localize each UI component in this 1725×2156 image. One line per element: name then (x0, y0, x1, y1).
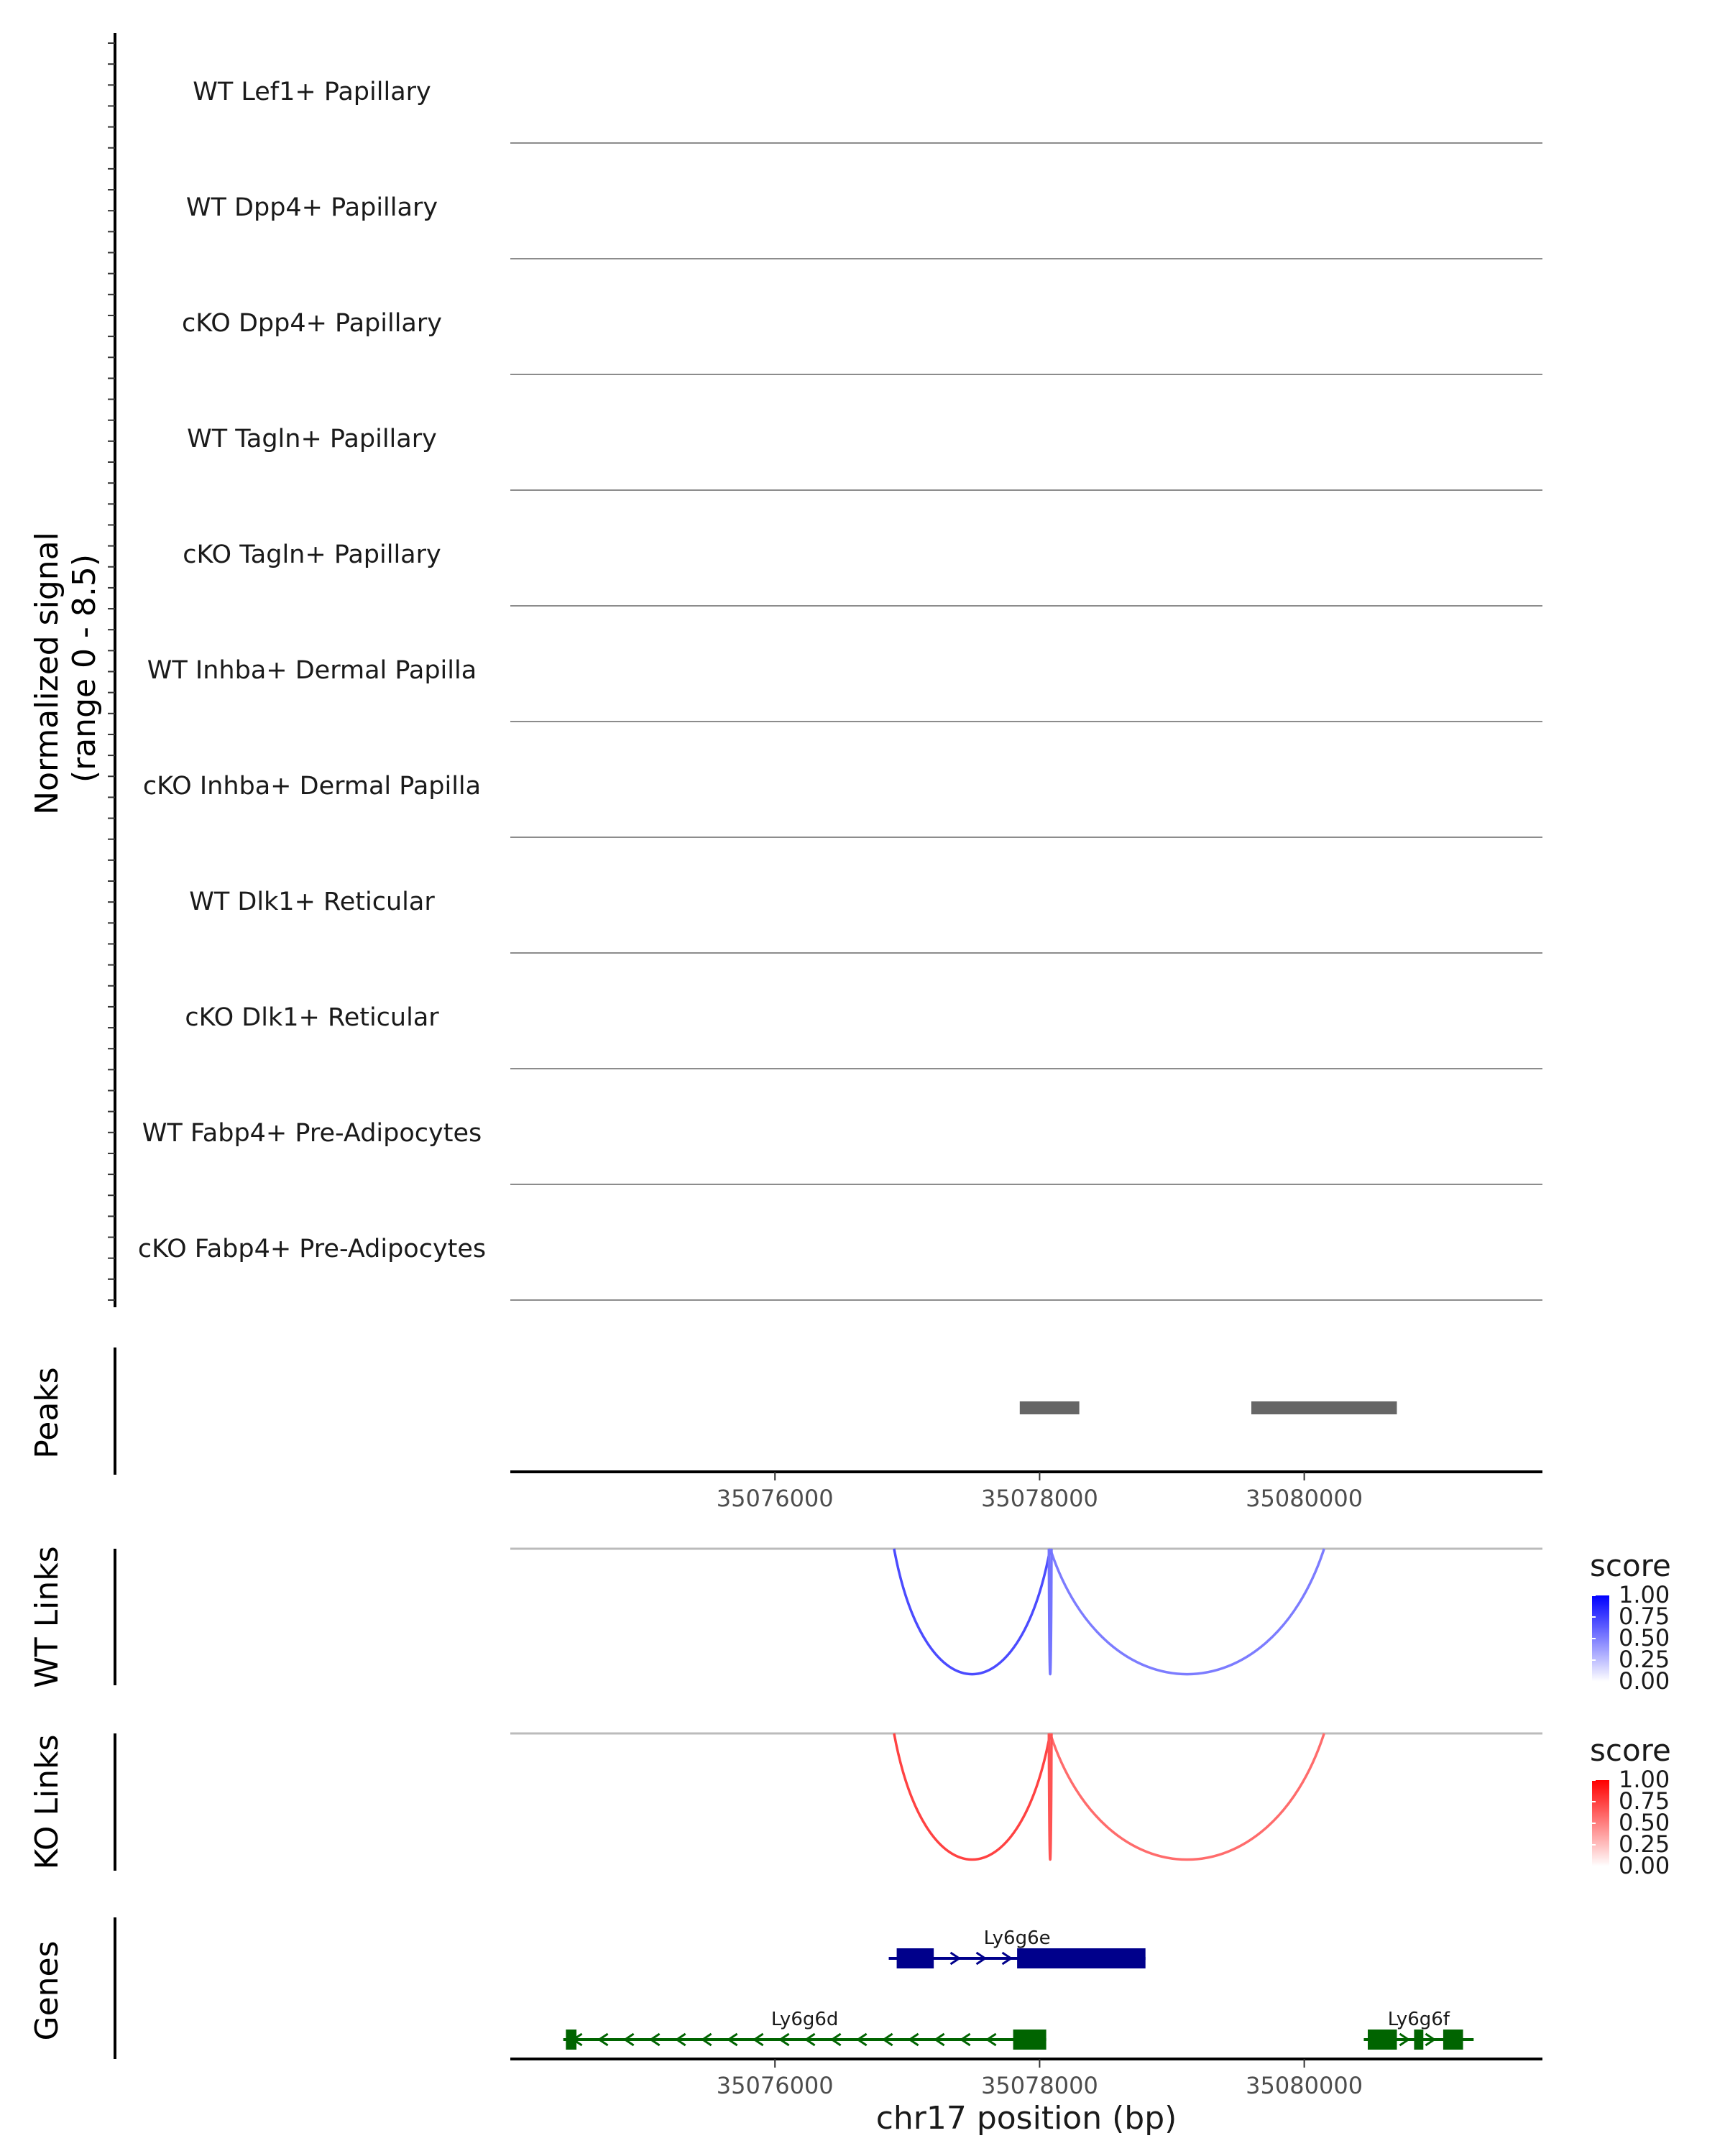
track-wt-tagln-papillary: WT Tagln+ Papillary (187, 425, 1542, 491)
legend-tick-label: 0.00 (1619, 1667, 1670, 1695)
legend-tick-label: 0.25 (1619, 1646, 1670, 1673)
track-label: cKO Inhba+ Dermal Papilla (143, 772, 481, 801)
gene-ly6g6e: Ly6g6e (888, 1927, 1146, 1968)
genes-label: Genes (29, 1940, 65, 2040)
gene-exon (1013, 2030, 1046, 2050)
strand-arrow (700, 2032, 712, 2047)
track-label: WT Tagln+ Papillary (187, 425, 437, 453)
track-cko-tagln-papillary: cKO Tagln+ Papillary (183, 540, 1542, 607)
link-arc (1047, 1733, 1053, 1861)
legend-tick-label: 0.75 (1619, 1603, 1670, 1630)
genes-track: Ly6g6e Ly6g6d Ly6g6f (563, 1927, 1474, 2050)
track-wt-dlk1-reticular: WT Dlk1+ Reticular (189, 888, 1542, 954)
strand-arrow (959, 2032, 971, 2047)
legend-tick-label: 0.25 (1619, 1830, 1670, 1858)
track-cko-dpp4-papillary: cKO Dpp4+ Papillary (182, 309, 1542, 375)
coverage-y-axis (108, 33, 116, 1307)
bottom-axis-tick-label: 35078000 (981, 2072, 1098, 2099)
track-label: WT Dlk1+ Reticular (189, 888, 435, 916)
track-label: WT Inhba+ Dermal Papilla (147, 656, 477, 685)
legend-tick-label: 0.75 (1619, 1787, 1670, 1815)
link-arc (1047, 1548, 1053, 1676)
gene-exon (1414, 2030, 1424, 2050)
gene-exon (896, 1948, 934, 1968)
strand-arrow (1425, 2032, 1437, 2047)
track-cko-dlk1-reticular: cKO Dlk1+ Reticular (185, 1003, 1542, 1069)
peak-bar (1019, 1401, 1080, 1414)
bottom-axis-tick-label: 35076000 (717, 2072, 834, 2099)
gene-exon (1017, 1948, 1146, 1968)
strand-arrow (829, 2032, 842, 2047)
track-label: WT Fabp4+ Pre-Adipocytes (142, 1119, 482, 1148)
legend-title: score (1590, 1733, 1671, 1768)
gene-exon (1367, 2030, 1397, 2050)
track-wt-inhba-dermal-papilla: WT Inhba+ Dermal Papilla (147, 656, 1542, 722)
track-wt-fabp4-pre-adipocytes: WT Fabp4+ Pre-Adipocytes (142, 1119, 1542, 1185)
strand-arrow (1399, 2032, 1411, 2047)
track-label: cKO Tagln+ Papillary (183, 540, 441, 569)
middle-x-axis: 35076000 35078000 35080000 (510, 1470, 1542, 1512)
strand-arrow (622, 2032, 635, 2047)
strand-arrow (648, 2032, 661, 2047)
strand-arrow (726, 2032, 738, 2047)
bottom-axis-tick-label: 35080000 (1246, 2072, 1363, 2099)
link-arc (1049, 1733, 1325, 1861)
legend-tick-label: 0.50 (1619, 1624, 1670, 1651)
bottom-x-axis: 35076000 35078000 35080000 (510, 2058, 1542, 2099)
middle-axis-tick-label: 35080000 (1246, 1485, 1363, 1512)
track-label: WT Dpp4+ Papillary (186, 193, 438, 222)
track-label: cKO Dlk1+ Reticular (185, 1003, 439, 1032)
strand-arrow (907, 2032, 919, 2047)
track-cko-inhba-dermal-papilla: cKO Inhba+ Dermal Papilla (143, 772, 1542, 838)
gene-ly6g6d: Ly6g6d (563, 2009, 1046, 2050)
legend-tick-label: 0.50 (1619, 1809, 1670, 1836)
strand-arrow (597, 2032, 609, 2047)
link-arc (893, 1548, 1052, 1676)
gene-exon (566, 2030, 577, 2050)
strand-arrow (949, 1951, 962, 1966)
peaks-track (1019, 1401, 1397, 1414)
track-wt-dpp4-papillary: WT Dpp4+ Papillary (186, 193, 1542, 259)
gene-label: Ly6g6d (771, 2009, 839, 2030)
coverage-y-label: Normalized signal (range 0 - 8.5) (29, 522, 103, 815)
strand-arrow (674, 2032, 686, 2047)
links-label: KO Links (29, 1734, 65, 1869)
link-arc (893, 1733, 1052, 1861)
gene-label: Ly6g6f (1388, 2009, 1450, 2030)
legend-tick-label: 1.00 (1619, 1766, 1670, 1793)
strand-arrow (752, 2032, 764, 2047)
strand-arrow (881, 2032, 893, 2047)
strand-arrow (1001, 1951, 1013, 1966)
peaks-label: Peaks (29, 1367, 65, 1458)
strand-arrow (975, 1951, 988, 1966)
legend-tick-label: 1.00 (1619, 1581, 1670, 1608)
middle-axis-tick-label: 35076000 (717, 1485, 834, 1512)
track-label: WT Lef1+ Papillary (193, 78, 431, 106)
track-wt-lef1-papillary: WT Lef1+ Papillary (193, 78, 1542, 144)
peak-bar (1251, 1401, 1397, 1414)
track-cko-fabp4-pre-adipocytes: cKO Fabp4+ Pre-Adipocytes (138, 1235, 1542, 1301)
middle-axis-tick-label: 35078000 (981, 1485, 1098, 1512)
coverage-tracks: WT Lef1+ Papillary WT Dpp4+ Papillary cKO … (138, 78, 1542, 1301)
x-axis-title: chr17 position (bp) (876, 2100, 1177, 2137)
gene-exon (1443, 2030, 1463, 2050)
link-arc (1049, 1548, 1325, 1676)
gene-label: Ly6g6e (984, 1927, 1051, 1949)
gene-ly6g6f: Ly6g6f (1363, 2009, 1474, 2050)
legend-tick-label: 0.00 (1619, 1852, 1670, 1879)
track-label: cKO Fabp4+ Pre-Adipocytes (138, 1235, 486, 1263)
strand-arrow (985, 2032, 997, 2047)
strand-arrow (804, 2032, 816, 2047)
strand-arrow (778, 2032, 790, 2047)
strand-arrow (933, 2032, 945, 2047)
track-label: cKO Dpp4+ Papillary (182, 309, 442, 338)
strand-arrow (855, 2032, 868, 2047)
links-label: WT Links (29, 1546, 65, 1687)
legend-title: score (1590, 1548, 1671, 1583)
